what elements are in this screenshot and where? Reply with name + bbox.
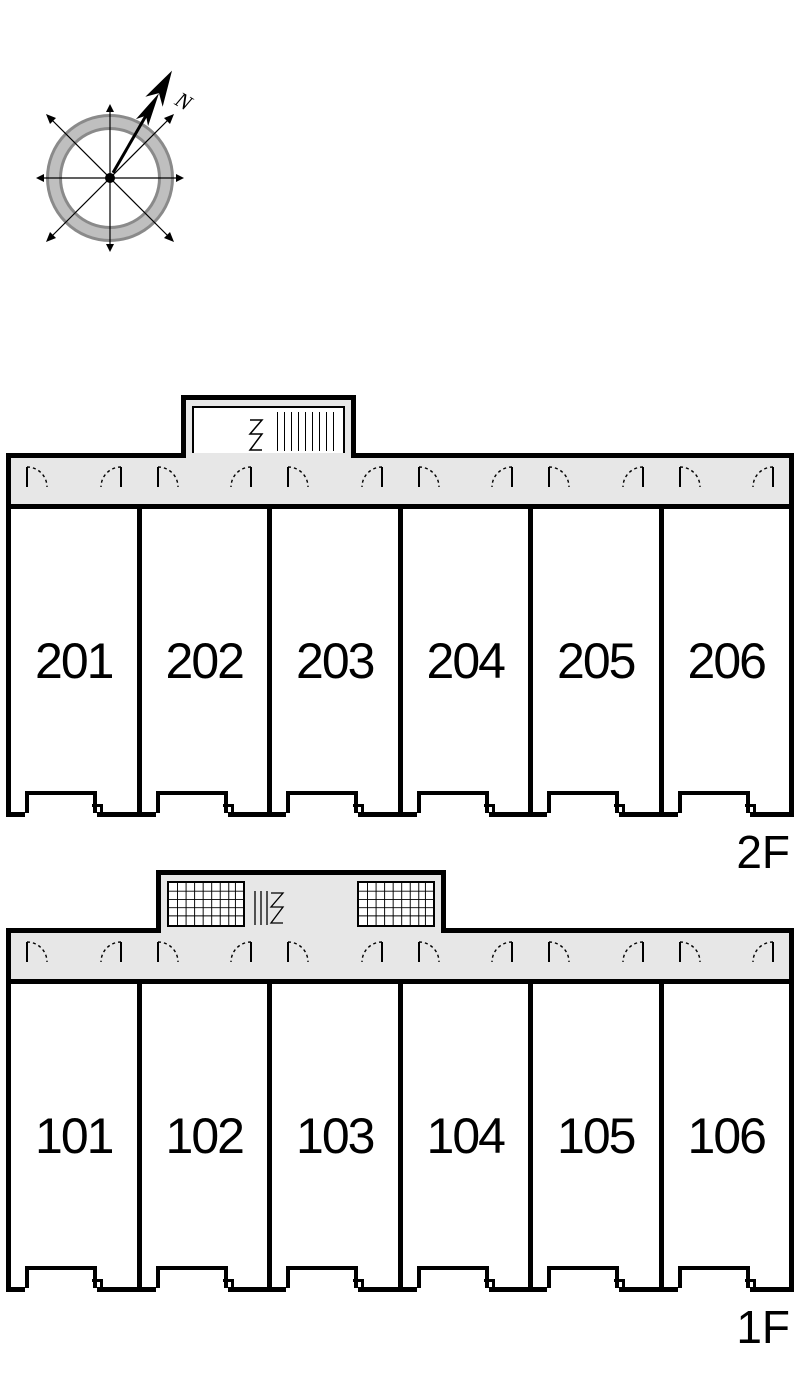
door-swing-icon bbox=[348, 936, 384, 964]
corridor-2f bbox=[6, 453, 794, 509]
stair-icon bbox=[253, 889, 289, 927]
grate-icon bbox=[167, 881, 245, 927]
balcony-notch bbox=[678, 1266, 750, 1292]
balcony-notch bbox=[156, 1266, 228, 1292]
unit-202: 202 bbox=[142, 504, 273, 817]
unit-label: 105 bbox=[557, 1107, 634, 1165]
compass-north-label: N bbox=[170, 86, 197, 116]
door-swing-icon bbox=[547, 936, 583, 964]
unit-105: 105 bbox=[533, 979, 664, 1292]
door-swing-icon bbox=[87, 461, 123, 489]
balcony-notch bbox=[286, 791, 358, 817]
door-swing-icon bbox=[417, 461, 453, 489]
door-swing-icon bbox=[156, 461, 192, 489]
balcony-notch bbox=[25, 791, 97, 817]
unit-label: 204 bbox=[427, 632, 504, 690]
unit-label: 104 bbox=[427, 1107, 504, 1165]
entry-join-1f bbox=[161, 928, 441, 936]
unit-label: 101 bbox=[35, 1107, 112, 1165]
unit-label: 102 bbox=[166, 1107, 243, 1165]
door-swing-icon bbox=[739, 461, 775, 489]
balcony-notch bbox=[417, 1266, 489, 1292]
door-swing-icon bbox=[478, 461, 514, 489]
entry-1f bbox=[156, 870, 446, 932]
balcony-notch bbox=[417, 791, 489, 817]
unit-206: 206 bbox=[664, 504, 795, 817]
door-swing-icon bbox=[217, 936, 253, 964]
door-swing-icon bbox=[156, 936, 192, 964]
corridor-1f bbox=[6, 928, 794, 984]
unit-205: 205 bbox=[533, 504, 664, 817]
balcony-notch bbox=[678, 791, 750, 817]
unit-103: 103 bbox=[272, 979, 403, 1292]
unit-label: 201 bbox=[35, 632, 112, 690]
units-row-2f: 201 202 203 204 205 bbox=[6, 504, 794, 817]
door-swing-icon bbox=[217, 461, 253, 489]
door-swing-icon bbox=[348, 461, 384, 489]
balcony-notch bbox=[25, 1266, 97, 1292]
door-swing-icon bbox=[417, 936, 453, 964]
door-swing-icon bbox=[286, 936, 322, 964]
floor-label-1f: 1F bbox=[736, 1300, 790, 1354]
door-swing-icon bbox=[87, 936, 123, 964]
unit-203: 203 bbox=[272, 504, 403, 817]
unit-label: 202 bbox=[166, 632, 243, 690]
stair-join-2f bbox=[186, 453, 351, 461]
unit-106: 106 bbox=[664, 979, 795, 1292]
door-swing-icon bbox=[678, 936, 714, 964]
unit-label: 103 bbox=[296, 1107, 373, 1165]
unit-104: 104 bbox=[403, 979, 534, 1292]
balcony-notch bbox=[286, 1266, 358, 1292]
unit-102: 102 bbox=[142, 979, 273, 1292]
unit-label: 205 bbox=[557, 632, 634, 690]
unit-201: 201 bbox=[6, 504, 142, 817]
unit-label: 203 bbox=[296, 632, 373, 690]
compass-rose: N bbox=[30, 50, 210, 250]
floor-label-2f: 2F bbox=[736, 825, 790, 879]
balcony-notch bbox=[547, 1266, 619, 1292]
door-swing-icon bbox=[25, 461, 61, 489]
balcony-notch bbox=[156, 791, 228, 817]
door-swing-icon bbox=[286, 461, 322, 489]
units-row-1f: 101 102 103 104 105 bbox=[6, 979, 794, 1292]
unit-label: 106 bbox=[688, 1107, 765, 1165]
unit-101: 101 bbox=[6, 979, 142, 1292]
balcony-notch bbox=[547, 791, 619, 817]
unit-204: 204 bbox=[403, 504, 534, 817]
door-swing-icon bbox=[25, 936, 61, 964]
door-swing-icon bbox=[739, 936, 775, 964]
door-swing-icon bbox=[478, 936, 514, 964]
unit-label: 206 bbox=[688, 632, 765, 690]
door-swing-icon bbox=[547, 461, 583, 489]
staircase-2f bbox=[181, 395, 356, 457]
door-swing-icon bbox=[609, 461, 645, 489]
door-swing-icon bbox=[678, 461, 714, 489]
door-swing-icon bbox=[609, 936, 645, 964]
grate-icon bbox=[357, 881, 435, 927]
